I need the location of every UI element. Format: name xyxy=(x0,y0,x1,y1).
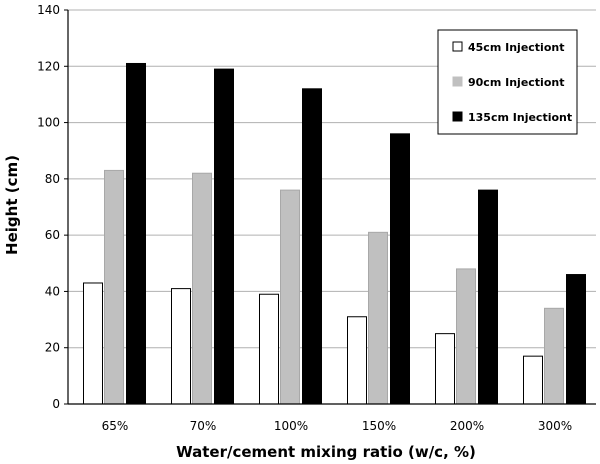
bar-300pct-series-0 xyxy=(523,355,543,405)
x-tick-label: 100% xyxy=(274,419,308,433)
y-tick-label: 0 xyxy=(52,397,60,411)
bar-70pct-series-2 xyxy=(214,68,234,405)
bar-65pct-series-1 xyxy=(104,169,124,405)
y-tick-labels: 0 20 40 60 80 100 120 140 xyxy=(37,3,68,411)
bar-300pct-series-2 xyxy=(566,274,586,405)
y-axis-label: Height (cm) xyxy=(3,155,21,255)
legend-swatch-45cm xyxy=(452,41,463,52)
bar-65pct-series-2 xyxy=(126,62,146,405)
legend-label-45cm: 45cm Injectiont xyxy=(468,41,564,54)
bar-150pct-series-0 xyxy=(347,316,367,405)
x-tick-label: 150% xyxy=(362,419,396,433)
x-tick-label: 300% xyxy=(538,419,572,433)
x-tick-label: 200% xyxy=(450,419,484,433)
legend-swatch-135cm xyxy=(452,111,463,122)
y-tick-label: 80 xyxy=(45,172,60,186)
gridlines xyxy=(68,9,596,349)
y-tick-label: 120 xyxy=(37,59,60,73)
y-tick-label: 40 xyxy=(45,284,60,298)
axes xyxy=(67,10,596,405)
bar-150pct-series-1 xyxy=(368,231,388,405)
y-tick-label: 60 xyxy=(45,228,60,242)
bar-150pct-series-2 xyxy=(390,133,410,405)
bar-70pct-series-1 xyxy=(192,172,212,405)
x-tick-label: 65% xyxy=(102,419,129,433)
legend: 45cm Injectiont 90cm Injectiont 135cm In… xyxy=(437,29,578,135)
bar-200pct-series-0 xyxy=(435,333,455,405)
legend-label-90cm: 90cm Injectiont xyxy=(468,76,564,89)
y-tick-label: 140 xyxy=(37,3,60,17)
legend-swatch-90cm xyxy=(452,76,463,87)
bars xyxy=(83,62,586,405)
bar-100pct-series-0 xyxy=(259,293,279,405)
y-tick-label: 20 xyxy=(45,341,60,355)
y-tick-label: 100 xyxy=(37,116,60,130)
x-tick-labels: 65% 70% 100% 150% 200% 300% xyxy=(102,419,572,433)
bar-300pct-series-1 xyxy=(544,307,564,405)
bar-200pct-series-2 xyxy=(478,189,498,405)
bar-200pct-series-1 xyxy=(456,268,476,405)
bar-100pct-series-2 xyxy=(302,88,322,405)
legend-label-135cm: 135cm Injectiont xyxy=(468,111,572,124)
bar-70pct-series-0 xyxy=(171,288,191,405)
x-tick-label: 70% xyxy=(190,419,217,433)
bar-65pct-series-0 xyxy=(83,282,103,405)
x-axis-label: Water/cement mixing ratio (w/c, %) xyxy=(176,443,476,461)
bar-100pct-series-1 xyxy=(280,189,300,405)
